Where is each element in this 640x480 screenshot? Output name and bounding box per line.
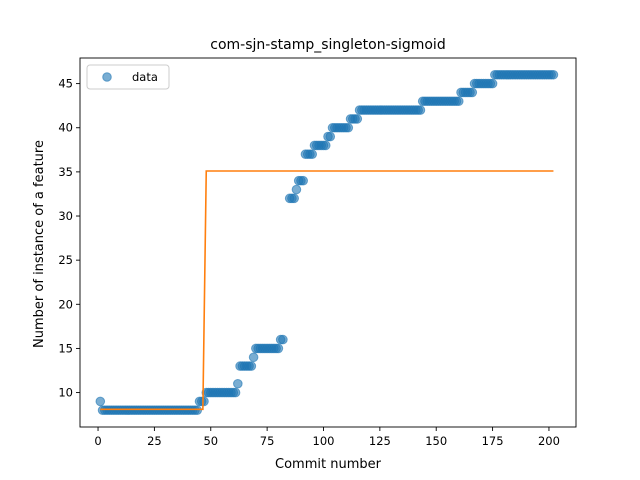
y-tick-label: 15 — [58, 341, 73, 355]
axis-ticks: 0 25 50 75 100 125 150 175 200 10 15 20 25 30 35 40 45 — [58, 77, 560, 448]
data-point — [248, 352, 259, 363]
data-point — [298, 175, 309, 186]
y-tick-label: 40 — [58, 121, 73, 135]
x-tick-label: 50 — [203, 434, 218, 448]
series-data — [95, 69, 559, 416]
data-point — [325, 131, 336, 142]
y-tick-label: 25 — [58, 253, 73, 267]
data-point — [487, 78, 498, 89]
data-point — [289, 193, 299, 204]
y-tick-label: 35 — [58, 165, 73, 179]
data-point — [230, 387, 241, 398]
plot-area — [79, 57, 577, 428]
x-tick-label: 100 — [313, 434, 335, 448]
data-point — [352, 114, 363, 124]
data-point — [246, 361, 257, 371]
x-tick-label: 125 — [369, 434, 391, 448]
legend: data — [86, 64, 170, 90]
y-tick-label: 10 — [58, 386, 73, 400]
x-tick-label: 175 — [482, 434, 504, 448]
legend-label: data — [132, 70, 158, 84]
data-point — [320, 140, 331, 151]
x-tick-label: 200 — [538, 434, 560, 448]
data-point — [343, 122, 354, 133]
x-tick-label: 25 — [147, 434, 162, 448]
data-point — [415, 105, 426, 115]
data-point — [307, 149, 318, 160]
x-tick-label: 0 — [94, 434, 101, 448]
fit-line — [100, 170, 554, 411]
data-point — [199, 396, 209, 407]
y-tick-label: 30 — [58, 209, 73, 223]
legend-box — [86, 64, 170, 90]
y-axis-label: Number of instance of a feature — [32, 140, 47, 348]
x-tick-label: 75 — [260, 434, 275, 448]
chart-title: com-sjn-stamp_singleton-sigmoid — [210, 37, 445, 53]
data-point — [273, 343, 284, 354]
data-point — [95, 396, 106, 407]
x-axis-label: Commit number — [275, 457, 382, 472]
data-point — [233, 378, 243, 389]
data-point — [467, 87, 478, 98]
data-point — [278, 334, 288, 345]
x-tick-label: 150 — [425, 434, 447, 448]
data-point — [548, 69, 559, 80]
y-tick-label: 45 — [58, 77, 73, 91]
data-point — [291, 184, 302, 195]
data-point — [453, 96, 464, 107]
legend-marker — [102, 72, 112, 82]
y-tick-label: 20 — [58, 297, 73, 311]
data-point — [192, 405, 203, 416]
axes-frame — [79, 57, 577, 428]
